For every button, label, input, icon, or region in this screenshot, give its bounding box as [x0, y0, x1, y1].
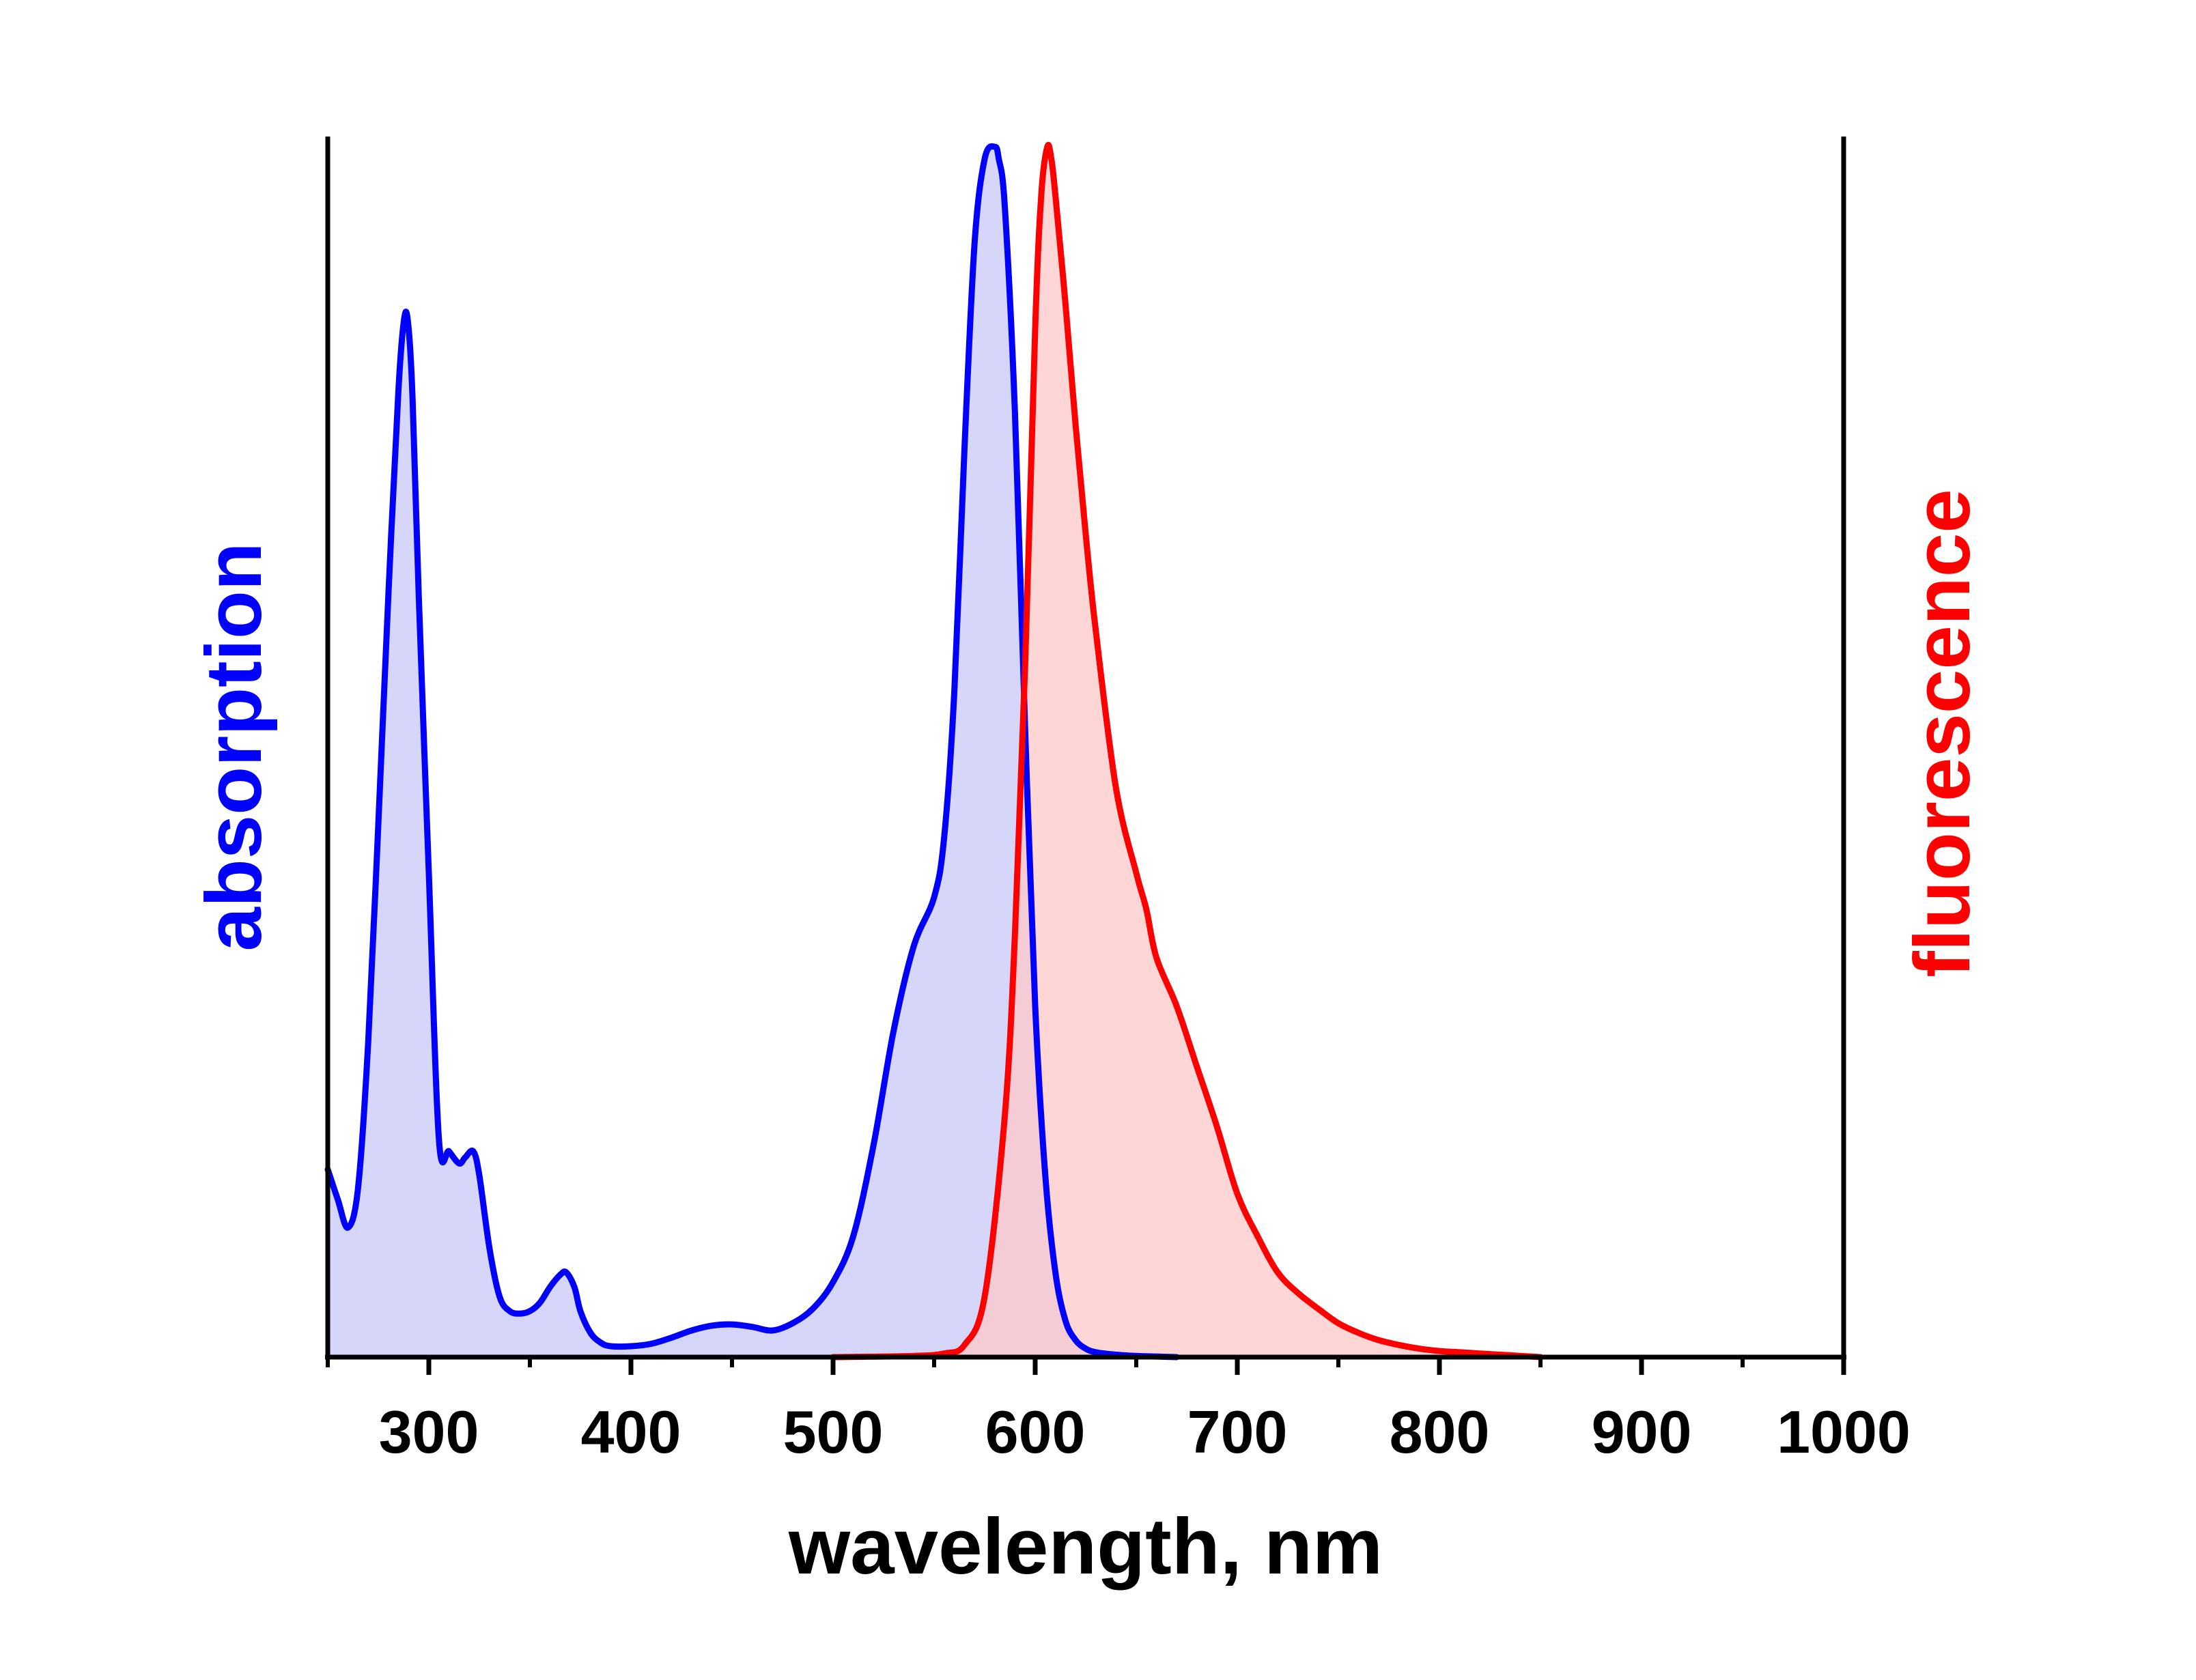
x-tick-label: 700	[1187, 1398, 1288, 1466]
x-tick-label: 600	[985, 1398, 1086, 1466]
x-tick-labels: 300 400 500 600 700 800 900 1000	[379, 1398, 1911, 1466]
series-lines	[324, 141, 1544, 1361]
x-tick-label: 800	[1390, 1398, 1490, 1466]
x-tick-label: 900	[1592, 1398, 1692, 1466]
x-tick-label: 300	[379, 1398, 479, 1466]
fluorescence-line	[830, 141, 1544, 1361]
axes	[325, 137, 1846, 1360]
x-tick-label: 400	[581, 1398, 681, 1466]
absorption-area	[328, 146, 1177, 1357]
x-tick-label: 500	[783, 1398, 884, 1466]
series-fills	[328, 145, 1540, 1357]
x-tick-label: 1000	[1777, 1398, 1911, 1466]
y-axis-title-right: fluorescence	[1898, 489, 1986, 978]
x-axis-title: wavelength, nm	[788, 1502, 1383, 1591]
y-axis-title-left: absorption	[189, 542, 278, 951]
x-ticks	[326, 1357, 1846, 1375]
absorption-line	[324, 143, 1180, 1361]
